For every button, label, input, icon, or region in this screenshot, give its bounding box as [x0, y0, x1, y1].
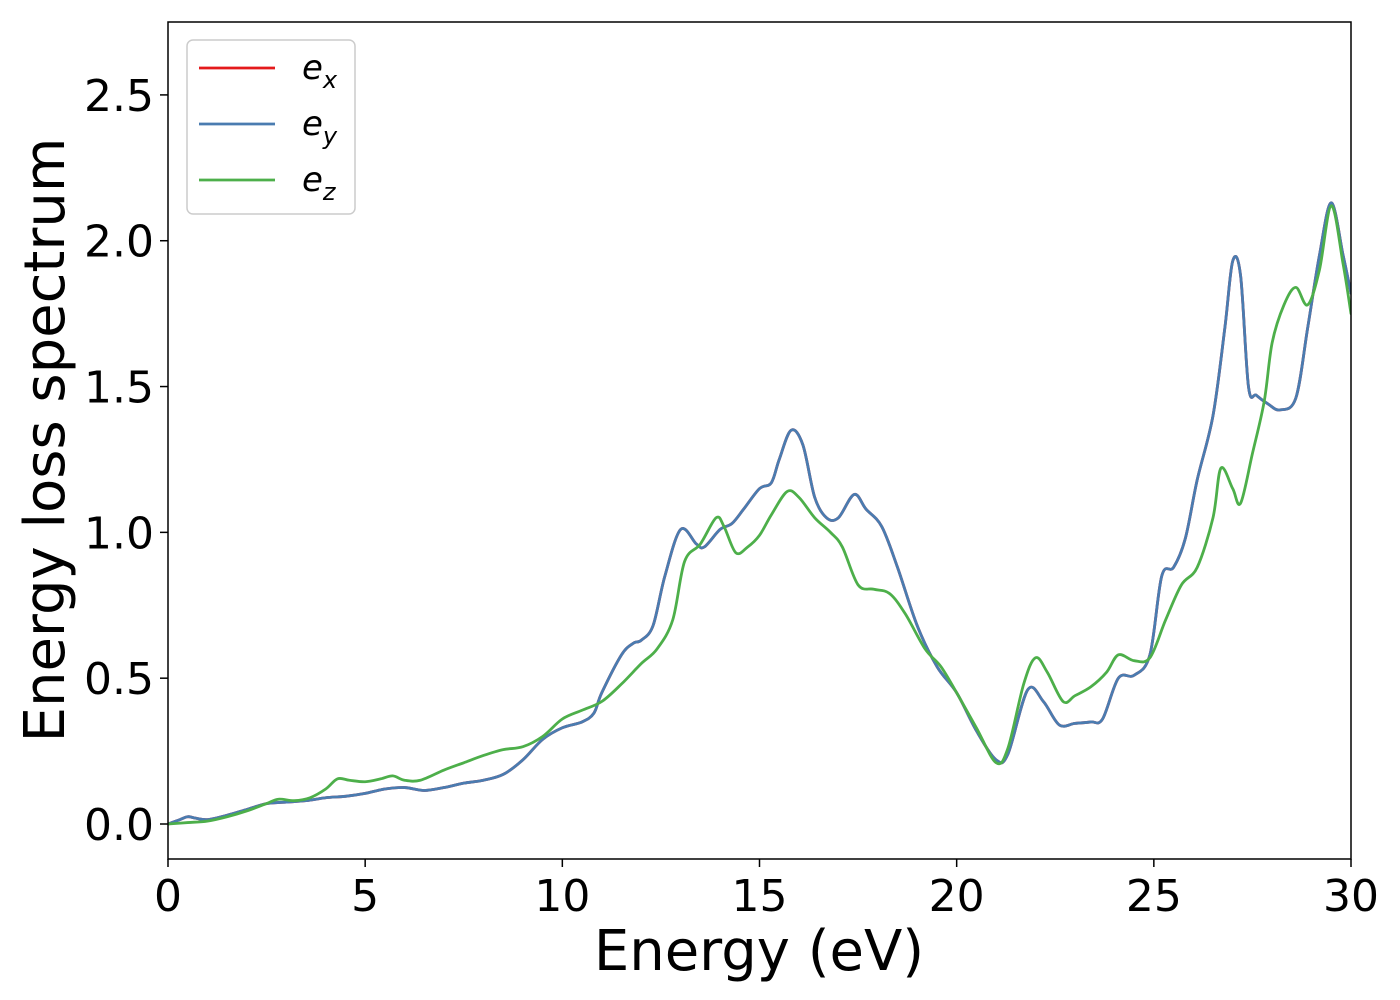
- x-axis: 0 5 10 15 20 25 30: [154, 859, 1379, 922]
- y-tick-label: 2.5: [84, 71, 154, 122]
- legend-label-ez: ez: [302, 160, 337, 206]
- x-axis-title: Energy (eV): [594, 919, 924, 984]
- x-tick-label: 0: [154, 871, 182, 922]
- x-tick-label: 5: [351, 871, 379, 922]
- series-line-ey: [168, 201, 1351, 826]
- x-tick-label: 20: [929, 871, 985, 922]
- y-tick-label: 0.5: [84, 654, 154, 705]
- x-tick-label: 30: [1323, 871, 1379, 922]
- y-tick-label: 1.0: [84, 508, 154, 559]
- y-tick-label: 2.0: [84, 217, 154, 268]
- x-tick-label: 15: [732, 871, 788, 922]
- x-tick-label: 10: [534, 871, 590, 922]
- y-axis-title: Energy loss spectrum: [13, 138, 78, 743]
- legend-box: [186, 39, 356, 215]
- y-tick-label: 1.5: [84, 363, 154, 414]
- y-tick-label: 0.0: [84, 800, 154, 851]
- x-tick-label: 25: [1126, 871, 1182, 922]
- series-line-ex: [168, 201, 1351, 826]
- series-layer: [168, 201, 1351, 826]
- y-axis: 0.0 0.5 1.0 1.5 2.0 2.5: [84, 71, 168, 851]
- series-line-ez: [168, 204, 1351, 826]
